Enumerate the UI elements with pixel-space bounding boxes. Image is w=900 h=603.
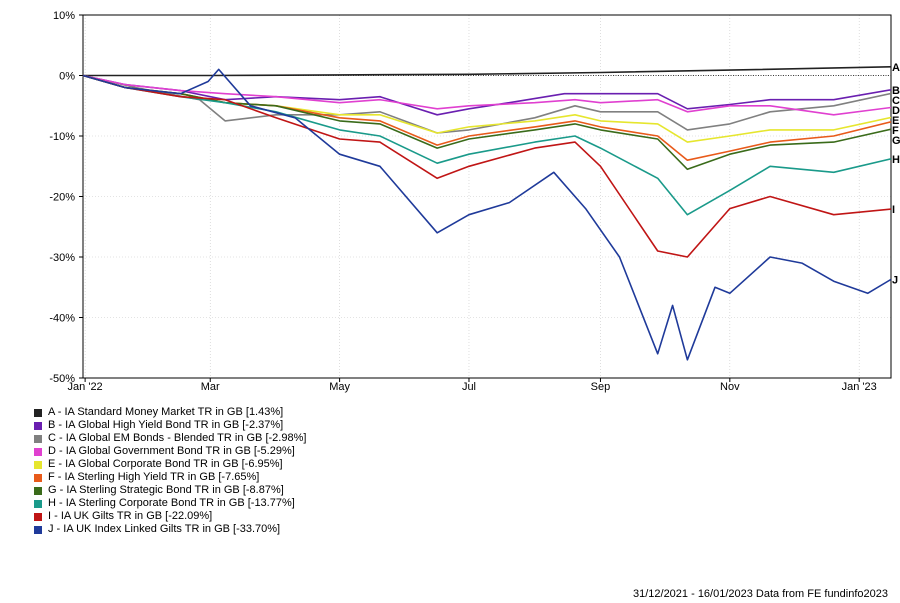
- legend-swatch: [34, 499, 42, 508]
- legend-swatch: [34, 486, 42, 495]
- legend-label: I - IA UK Gilts TR in GB [-22.09%]: [48, 510, 213, 522]
- legend-label: H - IA Sterling Corporate Bond TR in GB …: [48, 497, 295, 509]
- legend-item: I - IA UK Gilts TR in GB [-22.09%]: [34, 510, 306, 523]
- legend-item: F - IA Sterling High Yield TR in GB [-7.…: [34, 471, 306, 484]
- legend-label: G - IA Sterling Strategic Bond TR in GB …: [48, 484, 284, 496]
- legend-swatch: [34, 473, 42, 482]
- series-line-f: [82, 74, 892, 161]
- legend-item: G - IA Sterling Strategic Bond TR in GB …: [34, 484, 306, 497]
- series-end-label-f: F: [892, 125, 899, 137]
- legend-item: D - IA Global Government Bond TR in GB […: [34, 445, 306, 458]
- legend-label: D - IA Global Government Bond TR in GB […: [48, 445, 295, 457]
- y-tick-label: -20%: [49, 192, 75, 204]
- series-end-label-h: H: [892, 154, 900, 166]
- x-tick-label: Jul: [462, 381, 476, 393]
- legend-item: J - IA UK Index Linked Gilts TR in GB [-…: [34, 523, 306, 536]
- legend: A - IA Standard Money Market TR in GB [1…: [34, 406, 306, 536]
- y-tick-label: 10%: [53, 10, 75, 22]
- legend-swatch: [34, 525, 42, 534]
- legend-item: H - IA Sterling Corporate Bond TR in GB …: [34, 497, 306, 510]
- legend-label: E - IA Global Corporate Bond TR in GB [-…: [48, 458, 283, 470]
- series-line-j: [82, 68, 892, 361]
- x-tick-label: Jan '22: [68, 381, 103, 393]
- legend-label: B - IA Global High Yield Bond TR in GB […: [48, 419, 284, 431]
- legend-label: J - IA UK Index Linked Gilts TR in GB [-…: [48, 523, 281, 535]
- x-tick-label: Sep: [591, 381, 611, 393]
- y-tick-label: -30%: [49, 252, 75, 264]
- x-tick-label: Mar: [201, 381, 220, 393]
- series-end-label-g: G: [892, 135, 900, 147]
- series-line-e: [82, 74, 892, 143]
- series-end-label-a: A: [892, 62, 900, 74]
- legend-item: B - IA Global High Yield Bond TR in GB […: [34, 419, 306, 432]
- x-tick-label: May: [329, 381, 350, 393]
- legend-item: C - IA Global EM Bonds - Blended TR in G…: [34, 432, 306, 445]
- x-tick-label: Nov: [720, 381, 740, 393]
- series-line-d: [82, 74, 892, 116]
- axes: 10% 0% -10% -20% -30% -40% -50%Jan '22 Mar May Ju…: [49, 10, 892, 393]
- series-line-b: [82, 74, 892, 116]
- legend-swatch: [34, 408, 42, 417]
- series-end-label-d: D: [892, 105, 900, 117]
- series-line-h: [82, 74, 892, 216]
- series-line-a: [83, 66, 892, 77]
- legend-label: A - IA Standard Money Market TR in GB [1…: [48, 406, 284, 418]
- series-line-i: [82, 74, 892, 258]
- y-tick-label: -50%: [49, 373, 75, 385]
- y-tick-label: 0%: [59, 71, 75, 83]
- legend-swatch: [34, 460, 42, 469]
- x-tick-label: Jan '23: [842, 381, 877, 393]
- legend-swatch: [34, 421, 42, 430]
- series-end-label-b: B: [892, 85, 900, 97]
- legend-swatch: [34, 447, 42, 456]
- series-end-label-e: E: [892, 115, 899, 127]
- series-end-label-i: I: [892, 204, 895, 216]
- series-end-label-j: J: [892, 274, 898, 286]
- series-end-label-c: C: [892, 95, 900, 107]
- data-source-footer: 31/12/2021 - 16/01/2023 Data from FE fun…: [632, 588, 888, 600]
- y-tick-label: -10%: [49, 131, 75, 143]
- series-line-g: [82, 74, 892, 171]
- legend-swatch: [34, 512, 42, 521]
- legend-swatch: [34, 434, 42, 443]
- legend-item: A - IA Standard Money Market TR in GB [1…: [34, 406, 306, 419]
- y-tick-label: -40%: [49, 313, 75, 325]
- legend-label: C - IA Global EM Bonds - Blended TR in G…: [48, 432, 307, 444]
- legend-item: E - IA Global Corporate Bond TR in GB [-…: [34, 458, 306, 471]
- legend-label: F - IA Sterling High Yield TR in GB [-7.…: [48, 471, 260, 483]
- series-lines: [82, 66, 892, 361]
- line-chart: 10% 0% -10% -20% -30% -40% -50%Jan '22 Mar May Ju…: [49, 10, 900, 393]
